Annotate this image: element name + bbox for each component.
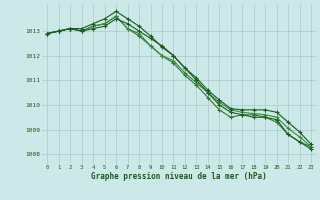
X-axis label: Graphe pression niveau de la mer (hPa): Graphe pression niveau de la mer (hPa): [91, 172, 267, 181]
